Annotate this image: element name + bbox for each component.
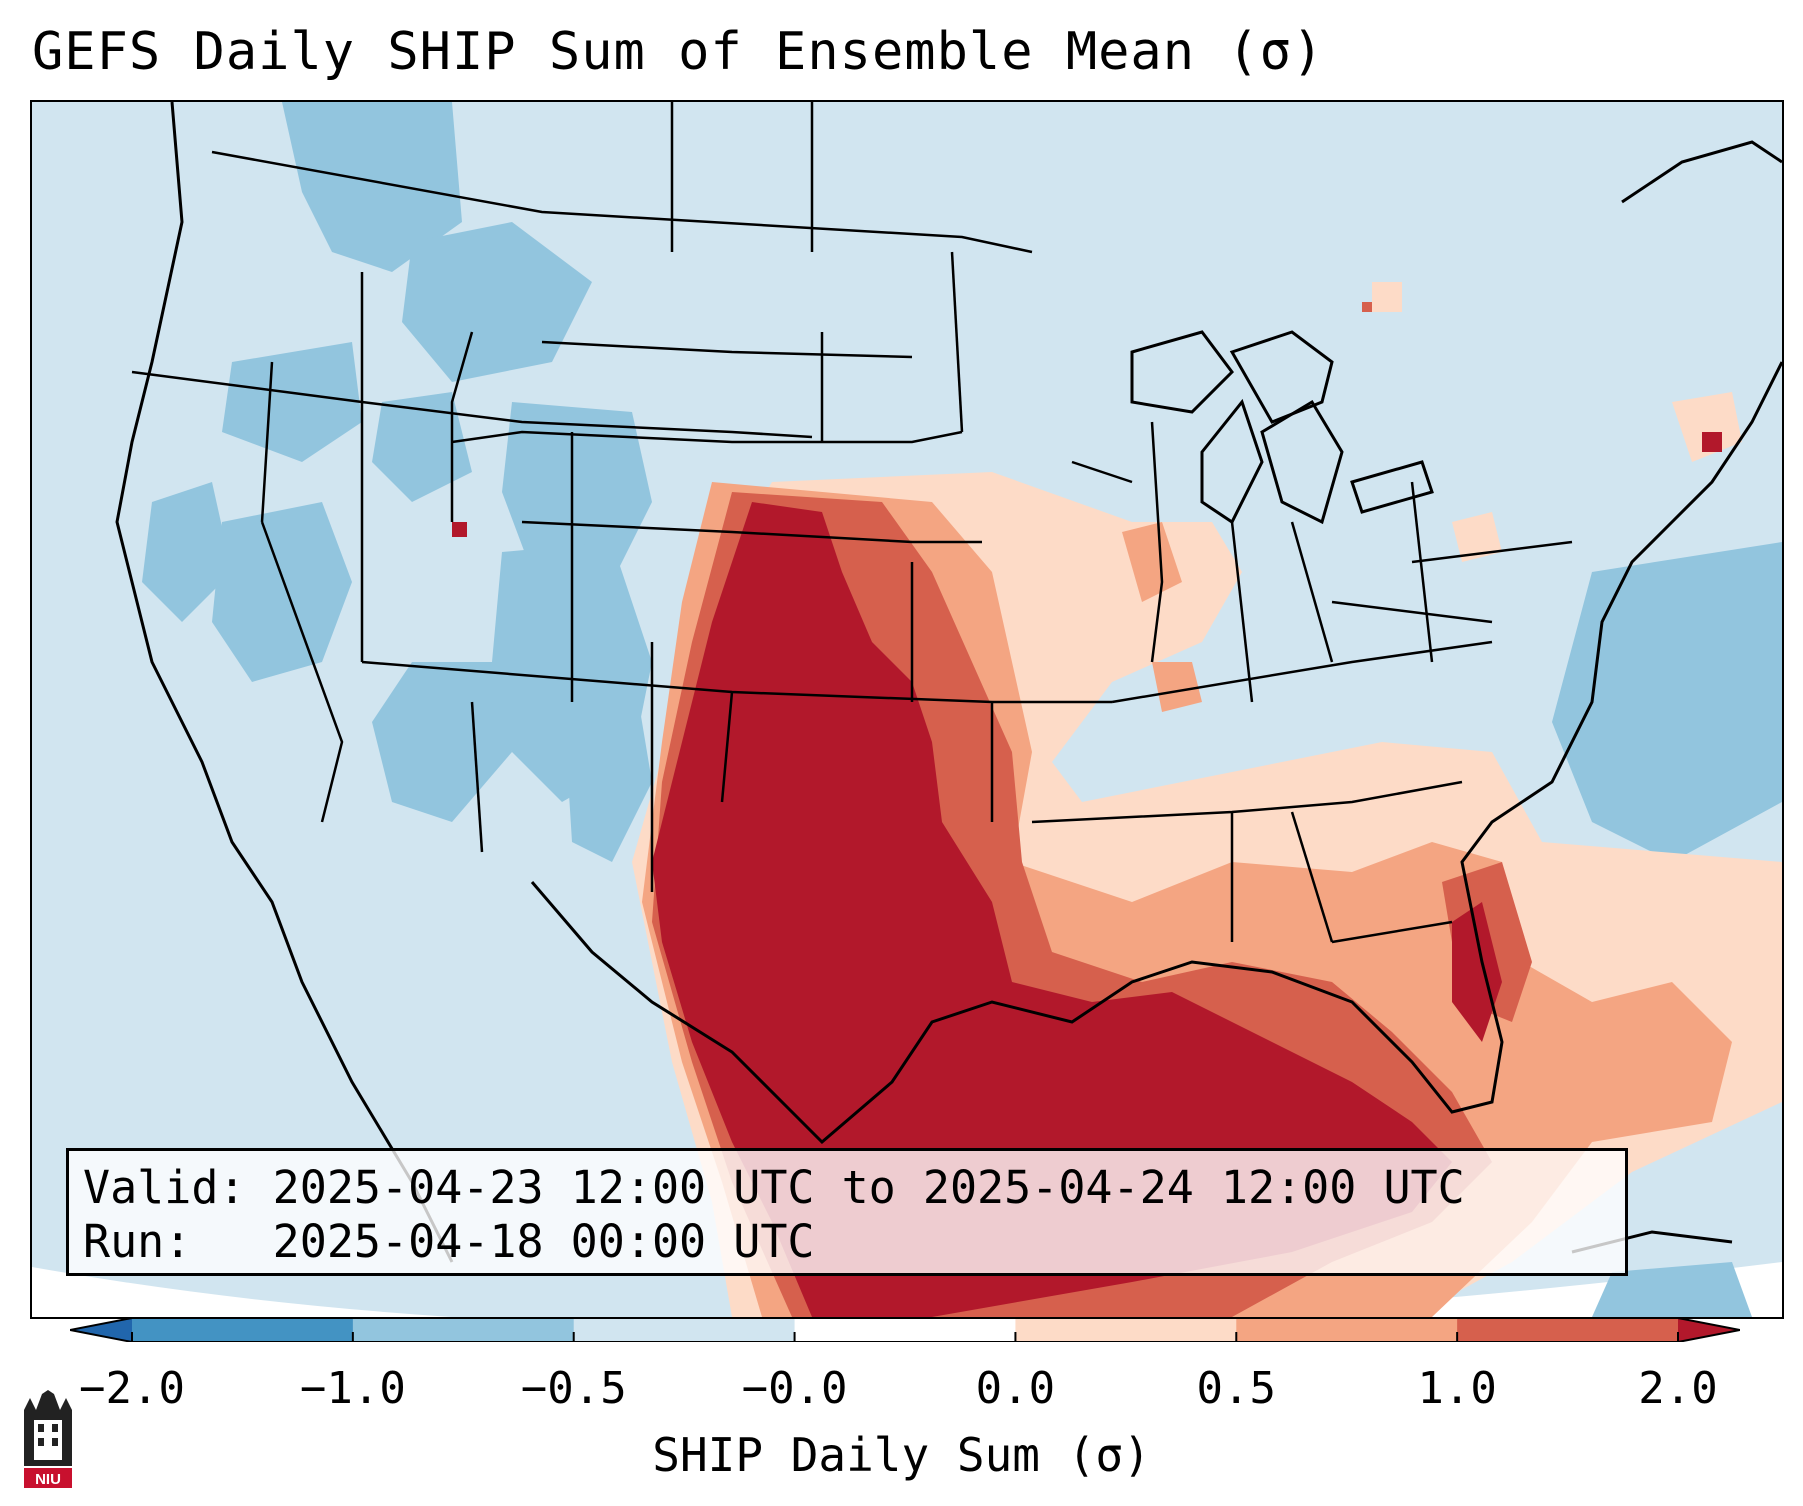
valid-label: Valid: xyxy=(83,1161,246,1214)
svg-text:NIU: NIU xyxy=(35,1471,61,1488)
colorbar-bin xyxy=(1015,1318,1237,1342)
colorbar-bin xyxy=(352,1318,575,1342)
colorbar-tick-label: −1.0 xyxy=(299,1363,406,1414)
valid-value: 2025-04-23 12:00 UTC to 2025-04-24 12:00… xyxy=(272,1161,1465,1214)
colorbar xyxy=(69,1317,1741,1343)
colorbar-tick-label: 0.5 xyxy=(1196,1363,1277,1414)
run-value: 2025-04-18 00:00 UTC xyxy=(272,1215,815,1268)
colorbar-tick-label: −0.0 xyxy=(741,1363,848,1414)
coastlines xyxy=(115,102,1782,1263)
colorbar-label: SHIP Daily Sum (σ) xyxy=(652,1428,1151,1482)
colorbar-bin xyxy=(132,1318,354,1342)
colorbar-tick-label: −0.5 xyxy=(520,1363,627,1414)
colorbar-extend-high xyxy=(1678,1318,1740,1342)
colorbar-bin xyxy=(573,1318,796,1342)
map-panel xyxy=(30,100,1784,1319)
chart-title: GEFS Daily SHIP Sum of Ensemble Mean (σ) xyxy=(32,22,1325,82)
colorbar-extend-low xyxy=(70,1318,132,1342)
colorbar-tick-label: 1.0 xyxy=(1417,1363,1497,1414)
colorbar-tick-label: 0.0 xyxy=(975,1363,1056,1414)
colorbar-tick-label: 2.0 xyxy=(1638,1363,1718,1414)
colorbar-bin xyxy=(1457,1318,1679,1342)
colorbar-bin xyxy=(1236,1318,1458,1342)
run-label: Run: xyxy=(83,1215,192,1268)
logo-icon: NIU xyxy=(24,1390,72,1488)
colorbar-tick-label: −2.0 xyxy=(79,1363,185,1414)
colorbar-svg xyxy=(69,1317,1741,1343)
state-borders xyxy=(131,102,1573,944)
map-svg xyxy=(32,102,1782,1317)
university-logo: NIU xyxy=(20,1390,76,1490)
positive-extreme-patches xyxy=(452,432,1722,1317)
colorbar-bin xyxy=(794,1318,1016,1342)
info-box: Valid: 2025-04-23 12:00 UTC to 2025-04-2… xyxy=(66,1148,1628,1276)
